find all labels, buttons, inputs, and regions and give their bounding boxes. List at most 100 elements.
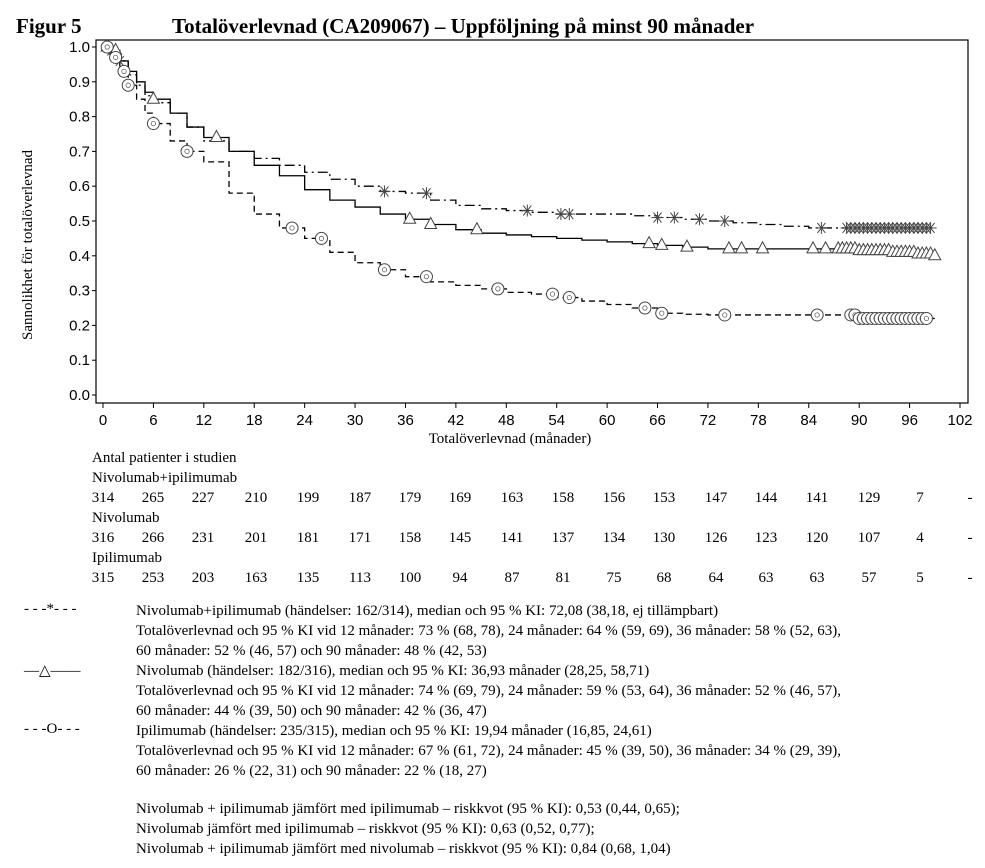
- risk-count: 163: [501, 490, 524, 507]
- risk-count: 171: [349, 530, 372, 547]
- risk-count: 126: [705, 530, 728, 547]
- x-tick-label: 30: [347, 412, 364, 429]
- risk-count: 187: [349, 490, 372, 507]
- x-tick-label: 96: [901, 412, 918, 429]
- risk-count: -: [968, 530, 973, 547]
- censor-marker-circle: [811, 309, 823, 321]
- risk-group-label-nivo: Nivolumab: [92, 510, 160, 527]
- x-tick-label: 12: [195, 412, 212, 429]
- y-tick-label: 0.8: [69, 109, 90, 126]
- y-tick-label: 0.9: [69, 74, 90, 91]
- censor-marker-star: [420, 187, 432, 199]
- risk-count: 266: [142, 530, 165, 547]
- risk-group-label-ipi: Ipilimumab: [92, 550, 162, 567]
- censor-marker-circle: [719, 309, 731, 321]
- y-tick-label: 0.0: [69, 387, 90, 404]
- legend-line: 60 månader: 52 % (46, 57) och 90 månader…: [136, 641, 841, 661]
- censor-marker-triangle: [757, 242, 769, 253]
- risk-count: 199: [297, 490, 320, 507]
- risk-count: 5: [916, 570, 924, 587]
- legend-symbol-nivo-ipi: - - -*- - -: [24, 601, 76, 618]
- legend-entry-nivo: Nivolumab (händelser: 182/316), median o…: [136, 661, 841, 721]
- risk-count: 153: [653, 490, 676, 507]
- censor-marker-triangle: [147, 92, 159, 103]
- y-tick-label: 0.1: [69, 352, 90, 369]
- series-line-nivolumab: [103, 47, 935, 256]
- y-tick-label: 0.5: [69, 213, 90, 230]
- x-tick-label: 6: [149, 412, 157, 429]
- risk-count: 7: [916, 490, 924, 507]
- x-axis-label: Totalöverlevnad (månader): [429, 431, 592, 447]
- x-tick-label: 102: [947, 412, 972, 429]
- legend-line: 60 månader: 26 % (22, 31) och 90 månader…: [136, 761, 841, 781]
- censor-marker-circle: [315, 232, 327, 244]
- censor-marker-star: [694, 213, 706, 225]
- series-line-ipilimumab: [103, 47, 935, 318]
- risk-count: 181: [297, 530, 320, 547]
- hazard-ratio-line: Nivolumab + ipilimumab jämfört med ipili…: [136, 799, 680, 819]
- x-tick-label: 42: [448, 412, 465, 429]
- censor-marker-circle: [181, 145, 193, 157]
- risk-count: 156: [603, 490, 626, 507]
- x-tick-label: 0: [99, 412, 107, 429]
- risk-count: 141: [806, 490, 829, 507]
- risk-count: 113: [349, 570, 371, 587]
- risk-row-ipi: 315 253 203 163 135 113 100 94 87 81 75 68 64 63 63 57 5…: [0, 570, 985, 590]
- risk-count: -: [968, 490, 973, 507]
- risk-group-label-nivo-ipi: Nivolumab+ipilimumab: [92, 470, 237, 487]
- risk-row-nivo: 316 266 231 201 181 171 158 145 141 137 134 130 126 1…: [0, 530, 985, 550]
- hazard-ratio-line: Nivolumab jämfört med ipilimumab – riskk…: [136, 819, 680, 839]
- risk-count: 134: [603, 530, 626, 547]
- risk-count: 87: [505, 570, 520, 587]
- risk-count: 315: [92, 570, 115, 587]
- legend-line: Totalöverlevnad och 95 % KI vid 12 månad…: [136, 621, 841, 641]
- risk-count: 75: [607, 570, 622, 587]
- y-tick-label: 0.4: [69, 248, 90, 265]
- legend-symbol-ipi: - - -O- - -: [24, 721, 80, 738]
- legend-line: Nivolumab+ipilimumab (händelser: 162/314…: [136, 601, 841, 621]
- risk-count: 107: [858, 530, 881, 547]
- censor-marker-circle: [378, 264, 390, 276]
- x-tick-label: 78: [750, 412, 767, 429]
- risk-count: 169: [449, 490, 472, 507]
- risk-count: 231: [192, 530, 215, 547]
- risk-count: 145: [449, 530, 472, 547]
- x-tick-label: 60: [599, 412, 616, 429]
- risk-count: 63: [810, 570, 825, 587]
- censor-marker-circle: [101, 41, 113, 53]
- censor-marker-triangle: [807, 242, 819, 253]
- y-tick-label: 1.0: [69, 39, 90, 56]
- survival-chart: 0.0 0.1 0.2 0.3 0.4 0.5 0.6 0.7 0.8 0.9 1.0 0 6 12 18 2…: [0, 0, 985, 450]
- x-tick-label: 84: [800, 412, 817, 429]
- hazard-ratio-line: Nivolumab + ipilimumab jämfört med nivol…: [136, 839, 680, 859]
- censor-marker-circle: [286, 222, 298, 234]
- risk-count: 253: [142, 570, 165, 587]
- risk-count: 135: [297, 570, 320, 587]
- risk-count: 94: [453, 570, 468, 587]
- censor-marker-star: [668, 212, 680, 224]
- x-tick-label: 72: [700, 412, 717, 429]
- censor-marker-star: [652, 212, 664, 224]
- censor-marker-circle: [492, 283, 504, 295]
- censor-marker-star: [521, 205, 533, 217]
- hazard-ratio-block: Nivolumab + ipilimumab jämfört med ipili…: [136, 799, 680, 859]
- censor-marker-triangle: [820, 242, 832, 253]
- censor-marker-circle: [656, 307, 668, 319]
- legend-entry-ipi: Ipilimumab (händelser: 235/315), median …: [136, 721, 841, 781]
- risk-count: 201: [245, 530, 268, 547]
- censor-marker-circle: [118, 65, 130, 77]
- risk-count: 163: [245, 570, 268, 587]
- risk-count: 265: [142, 490, 165, 507]
- risk-count: 120: [806, 530, 829, 547]
- censor-marker-circle: [122, 79, 134, 91]
- risk-count: 123: [755, 530, 778, 547]
- x-tick-label: 48: [498, 412, 515, 429]
- legend-line: Nivolumab (händelser: 182/316), median o…: [136, 661, 841, 681]
- risk-count: 227: [192, 490, 215, 507]
- censor-marker-circle: [420, 271, 432, 283]
- y-axis-label: Sannolikhet för totalöverlevnad: [20, 150, 36, 340]
- x-tick-label: 18: [246, 412, 263, 429]
- legend-line: Totalöverlevnad och 95 % KI vid 12 månad…: [136, 681, 841, 701]
- risk-count: 210: [245, 490, 268, 507]
- risk-count: 158: [552, 490, 575, 507]
